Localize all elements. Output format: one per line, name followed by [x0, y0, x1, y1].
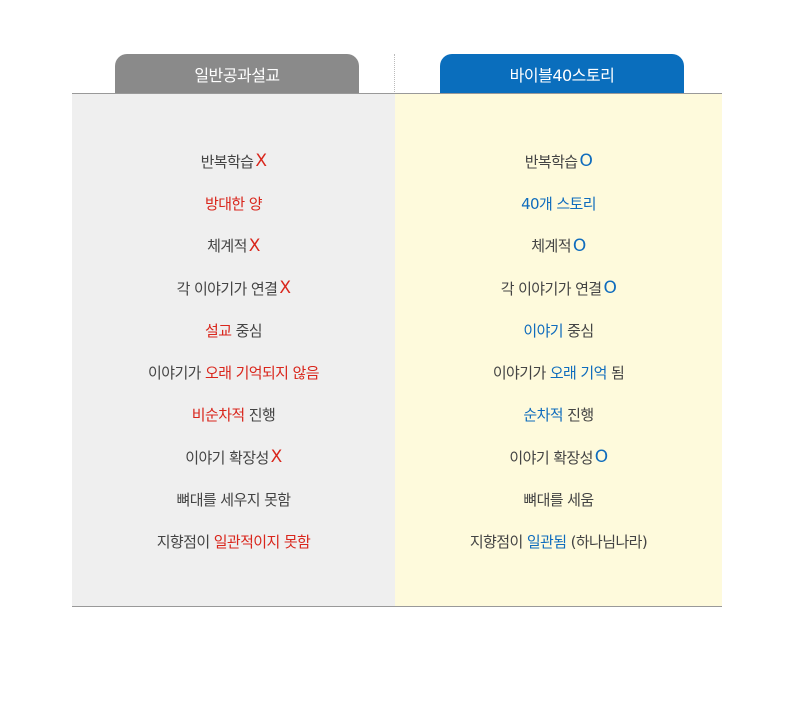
- item-text: 됨: [606, 364, 625, 383]
- item-text: 중심: [563, 321, 594, 340]
- highlight-text: 일관적이지 못함: [213, 533, 311, 552]
- check-mark: X: [248, 235, 261, 256]
- item-text: 지향점이: [156, 533, 214, 552]
- check-mark: X: [270, 447, 283, 468]
- highlight-text: 오래 기억: [549, 364, 608, 383]
- comparison-item: 순차적 진행: [395, 394, 722, 436]
- check-mark: O: [572, 235, 586, 256]
- item-text: 반복학습: [524, 152, 578, 171]
- comparison-item: 반복학습 X: [72, 140, 395, 182]
- highlight-text: 이야기: [523, 321, 564, 340]
- tab-title: 일반공과설교: [194, 65, 280, 85]
- comparison-item: 이야기 확장성 O: [395, 436, 722, 478]
- comparison-item: 각 이야기가 연결 X: [72, 267, 395, 309]
- comparison-item: 이야기가 오래 기억되지 않음: [72, 351, 395, 393]
- highlight-text: 오래 기억되지 않음: [205, 364, 320, 383]
- item-text: 지향점이: [469, 533, 527, 552]
- comparison-list: 반복학습 X 방대한 양 체계적 X 각 이야기가 연결 X 설교 중심 이야기가 오래 기억되…: [72, 140, 395, 563]
- general-sermon-panel: 반복학습 X 방대한 양 체계적 X 각 이야기가 연결 X 설교 중심 이야기가 오래 기억되…: [72, 93, 395, 607]
- item-text: 이야기 확장성: [509, 448, 593, 467]
- highlight-text: 비순차적: [191, 406, 245, 425]
- tab-general-sermon: 일반공과설교: [115, 54, 359, 93]
- comparison-item: 설교 중심: [72, 309, 395, 351]
- comparison-item: 이야기 중심: [395, 309, 722, 351]
- comparison-item: 체계적 O: [395, 225, 722, 267]
- item-text: 진행: [563, 406, 594, 425]
- highlight-text: 일관됨: [526, 533, 567, 552]
- check-mark: O: [579, 151, 593, 172]
- item-text: 뼈대를 세움: [523, 491, 594, 510]
- item-text: 각 이야기가 연결: [176, 279, 278, 298]
- comparison-item: 비순차적 진행: [72, 394, 395, 436]
- check-mark: O: [603, 278, 617, 299]
- item-text: 이야기 확장성: [185, 448, 269, 467]
- item-text: 이야기가: [148, 364, 206, 383]
- highlight-text: 순차적: [523, 406, 564, 425]
- check-mark: X: [279, 278, 291, 299]
- item-text: 중심: [231, 321, 263, 340]
- comparison-item: 반복학습 O: [395, 140, 722, 182]
- comparison-item: 지향점이 일관적이지 못함: [72, 521, 395, 563]
- item-text: 체계적: [531, 237, 571, 256]
- comparison-item: 뼈대를 세움: [395, 478, 722, 520]
- tab-bible40story: 바이블40스토리: [440, 54, 684, 93]
- item-text: 각 이야기가 연결: [500, 279, 602, 298]
- highlight-text: 40개 스토리: [521, 194, 596, 213]
- item-text: 반복학습: [200, 152, 254, 171]
- highlight-text: 방대한 양: [205, 194, 263, 213]
- comparison-list: 반복학습 O 40개 스토리 체계적 O 각 이야기가 연결 O 이야기 중심 이야기가 오래 …: [395, 140, 722, 563]
- comparison-item: 체계적 X: [72, 225, 395, 267]
- comparison-item: 이야기가 오래 기억 됨: [395, 351, 722, 393]
- item-text: 체계적: [207, 237, 247, 256]
- item-text: (하나님나라): [566, 533, 648, 552]
- comparison-item: 뼈대를 세우지 못함: [72, 478, 395, 520]
- bible40story-panel: 반복학습 O 40개 스토리 체계적 O 각 이야기가 연결 O 이야기 중심 이야기가 오래 …: [395, 93, 722, 607]
- comparison-item: 방대한 양: [72, 182, 395, 224]
- item-text: 이야기가: [492, 364, 550, 383]
- check-mark: X: [255, 151, 267, 172]
- highlight-text: 설교: [205, 321, 232, 340]
- check-mark: O: [594, 447, 608, 468]
- item-text: 뼈대를 세우지 못함: [176, 491, 292, 510]
- item-text: 진행: [244, 406, 276, 425]
- comparison-item: 각 이야기가 연결 O: [395, 267, 722, 309]
- comparison-item: 40개 스토리: [395, 182, 722, 224]
- comparison-item: 이야기 확장성 X: [72, 436, 395, 478]
- tab-title: 바이블40스토리: [509, 65, 615, 85]
- comparison-item: 지향점이 일관됨 (하나님나라): [395, 521, 722, 563]
